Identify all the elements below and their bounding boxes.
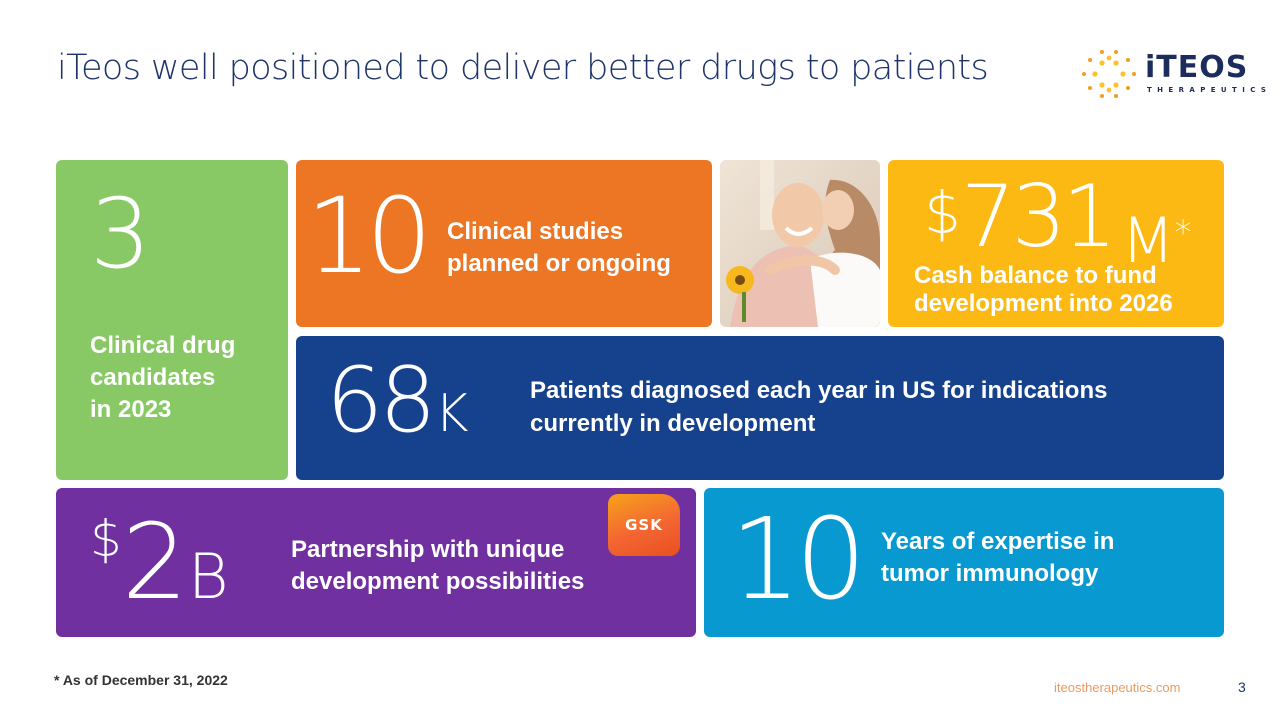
candidates-label-line: candidates: [90, 364, 216, 391]
footnote-mark: *: [1174, 213, 1192, 253]
cash-label: Cash balance to fund development into 20…: [914, 262, 1173, 318]
candidates-number: 3: [90, 178, 152, 290]
patients-label-line: Patients diagnosed each year in US for i…: [530, 377, 1108, 404]
tile-clinical-studies: 10 Clinical studies planned or ongoing: [296, 160, 712, 327]
logo-subtitle: THERAPEUTICS: [1147, 86, 1272, 94]
patients-unit: K: [434, 384, 469, 444]
logo-wordmark: iTEOS: [1145, 50, 1249, 85]
studies-label: Clinical studies planned or ongoing: [447, 216, 671, 280]
partnership-unit: B: [187, 540, 229, 613]
cash-label-line: development into 2026: [914, 290, 1173, 317]
cash-figure: $731 M*: [924, 174, 1192, 272]
tile-expertise: 10 Years of expertise in tumor immunolog…: [704, 488, 1224, 637]
partnership-label: Partnership with unique development poss…: [291, 534, 584, 598]
slide-title: iTeos well positioned to deliver better …: [57, 48, 989, 88]
gsk-logo-text: GSK: [625, 516, 663, 534]
tile-drug-candidates: 3 Clinical drug candidates in 2023: [56, 160, 288, 480]
cash-unit: M: [1121, 204, 1175, 277]
sunburst-dots-icon: [1082, 50, 1136, 98]
partnership-figure: $2B: [90, 510, 229, 614]
expertise-number: 10: [730, 495, 866, 625]
candidates-label-line: in 2023: [90, 396, 172, 423]
expertise-label: Years of expertise in tumor immunology: [881, 526, 1114, 590]
cash-currency: $: [924, 179, 961, 247]
patients-number: 68: [326, 348, 437, 453]
cash-number: 731: [960, 167, 1117, 267]
iteos-logo: iTEOS THERAPEUTICS: [1078, 46, 1266, 106]
studies-number: 10: [306, 175, 432, 297]
cash-label-line: Cash balance to fund: [914, 262, 1157, 289]
expertise-label-line: Years of expertise in: [881, 528, 1115, 555]
studies-label-line: Clinical studies: [447, 218, 624, 245]
gsk-logo: GSK: [608, 494, 680, 556]
partnership-label-line: development possibilities: [291, 568, 585, 595]
website-link[interactable]: iteostherapeutics.com: [1054, 680, 1181, 695]
expertise-label-line: tumor immunology: [881, 560, 1099, 587]
page-number: 3: [1238, 679, 1246, 695]
tile-partnership: $2B Partnership with unique development …: [56, 488, 696, 637]
candidates-label-line: Clinical drug: [90, 332, 236, 359]
patients-label-line: currently in development: [530, 410, 816, 437]
candidates-label: Clinical drug candidates in 2023: [90, 330, 235, 426]
patients-figure: 68K: [326, 356, 469, 446]
studies-label-line: planned or ongoing: [447, 250, 671, 277]
partnership-label-line: Partnership with unique: [291, 536, 565, 563]
tile-cash-balance: $731 M* Cash balance to fund development …: [888, 160, 1224, 327]
patient-family-photo: [720, 160, 880, 327]
patients-label: Patients diagnosed each year in US for i…: [530, 374, 1107, 440]
tile-patients: 68K Patients diagnosed each year in US f…: [296, 336, 1224, 480]
partnership-number: 2: [121, 501, 188, 623]
grandmother-granddaughter-image: [720, 160, 880, 327]
partnership-currency: $: [90, 510, 122, 568]
footnote: * As of December 31, 2022: [54, 672, 228, 688]
